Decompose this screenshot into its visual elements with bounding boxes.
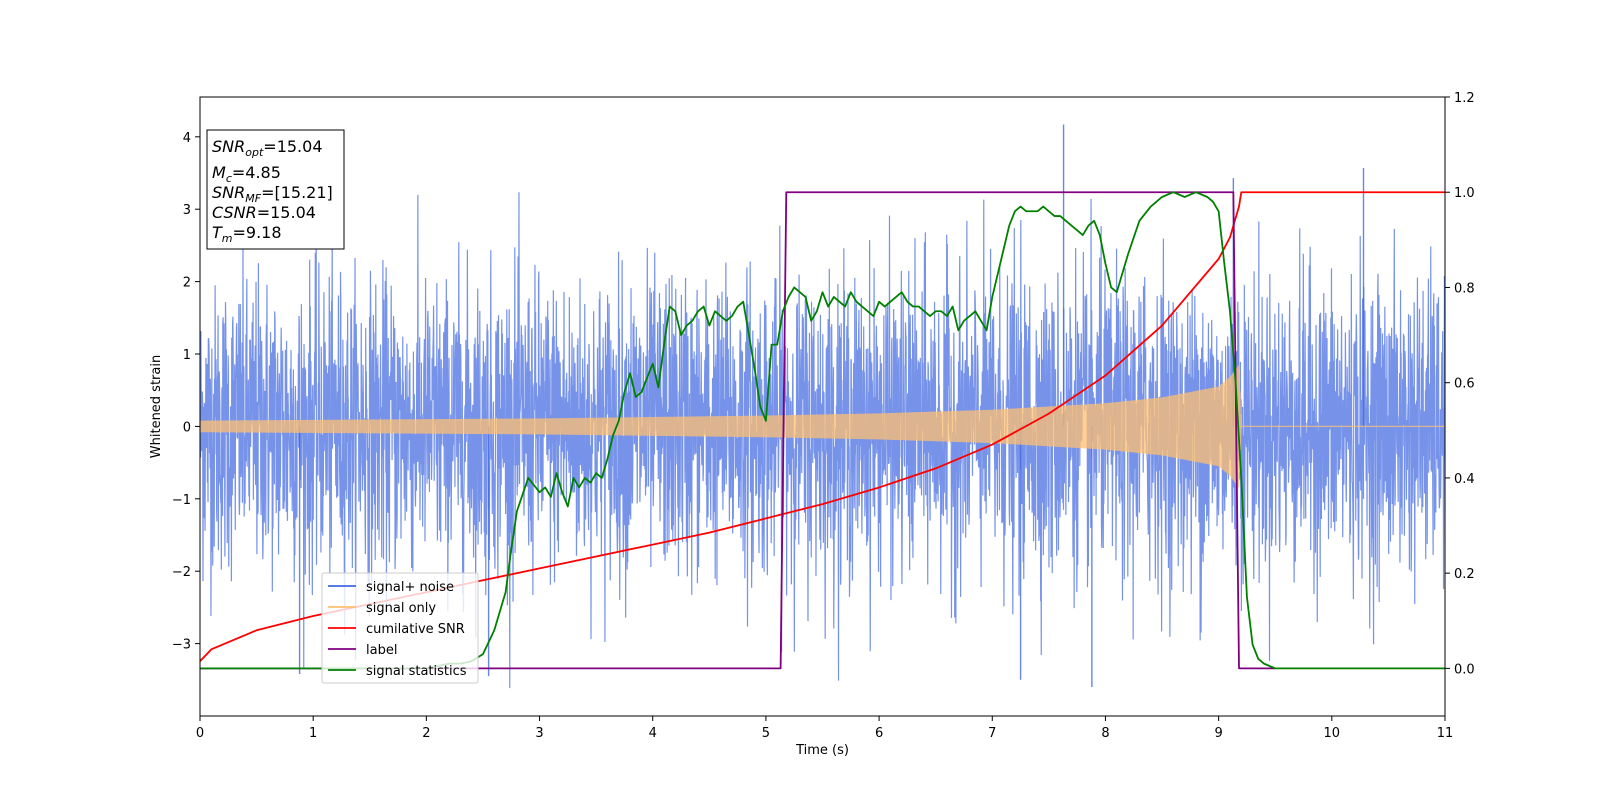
y-left-tick-label: 4 (183, 131, 191, 146)
annotation-frame (206, 129, 345, 250)
x-tick-label: 8 (1101, 726, 1109, 741)
series-label (200, 191, 1276, 670)
y-right-tick-label: 0.6 (1454, 377, 1475, 392)
y-right-tick-label: 0.8 (1454, 281, 1475, 296)
x-tick-label: 4 (649, 726, 657, 741)
y-right-tick-label: 1.0 (1454, 186, 1475, 201)
x-tick-label: 9 (1214, 726, 1222, 741)
legend-label: signal+ noise (366, 580, 454, 595)
x-tick-label: 1 (309, 726, 317, 741)
series-signal-statistics (200, 191, 1445, 670)
x-tick-label: 0 (196, 726, 204, 741)
axes-layer: 0 1 2 3 4 5 6 7 8 9 10 11 −3 −2 −1 0 1 2 3 4 0.0 0.2 0.4 0.6 0.8… (149, 91, 1475, 758)
y-axis-label: Whitened strain (149, 355, 164, 458)
series-signal-only (200, 365, 1445, 488)
y-left-tick-label: 3 (183, 203, 191, 218)
legend-frame (321, 572, 479, 684)
annotation-line: Mc=4.85 (212, 163, 281, 185)
y-left-tick-label: 1 (183, 348, 191, 363)
x-tick-label: 10 (1324, 726, 1341, 741)
annotation-line: SNRMF=[15.21] (212, 183, 333, 205)
y-left-tick-label: −3 (172, 638, 191, 653)
legend-label: signal statistics (366, 664, 467, 679)
annotation-line: Tm=9.18 (212, 223, 282, 245)
y-left-tick-label: −2 (172, 565, 191, 580)
y-left-tick-label: 0 (183, 420, 191, 435)
x-tick-label: 3 (535, 726, 543, 741)
x-tick-label: 5 (762, 726, 770, 741)
y-right-tick-label: 1.2 (1454, 91, 1475, 106)
x-tick-label: 6 (875, 726, 883, 741)
annotation-line: SNRopt=15.04 (212, 137, 323, 159)
y-right-tick-label: 0.2 (1454, 567, 1475, 582)
y-left-tick-label: 2 (183, 276, 191, 291)
legend: signal+ noise signal only cumilative SNR la… (321, 572, 479, 684)
y-right-tick-label: 0.4 (1454, 472, 1475, 487)
y-right-tick-label: 0.0 (1454, 662, 1475, 677)
annotation-line: CSNR=15.04 (212, 203, 316, 222)
legend-label: label (366, 643, 397, 658)
x-tick-label: 11 (1437, 726, 1454, 741)
plot-frame (199, 96, 1446, 717)
legend-label: signal only (366, 601, 436, 616)
y-left-tick-label: −1 (172, 493, 191, 508)
legend-label: cumilative SNR (366, 622, 465, 637)
x-tick-label: 2 (422, 726, 430, 741)
annotation-box: SNRopt=15.04 Mc=4.85SNRMF=[15.21]CSNR=15.… (206, 129, 345, 250)
x-axis-label: Time (s) (795, 743, 849, 758)
x-tick-label: 7 (988, 726, 996, 741)
